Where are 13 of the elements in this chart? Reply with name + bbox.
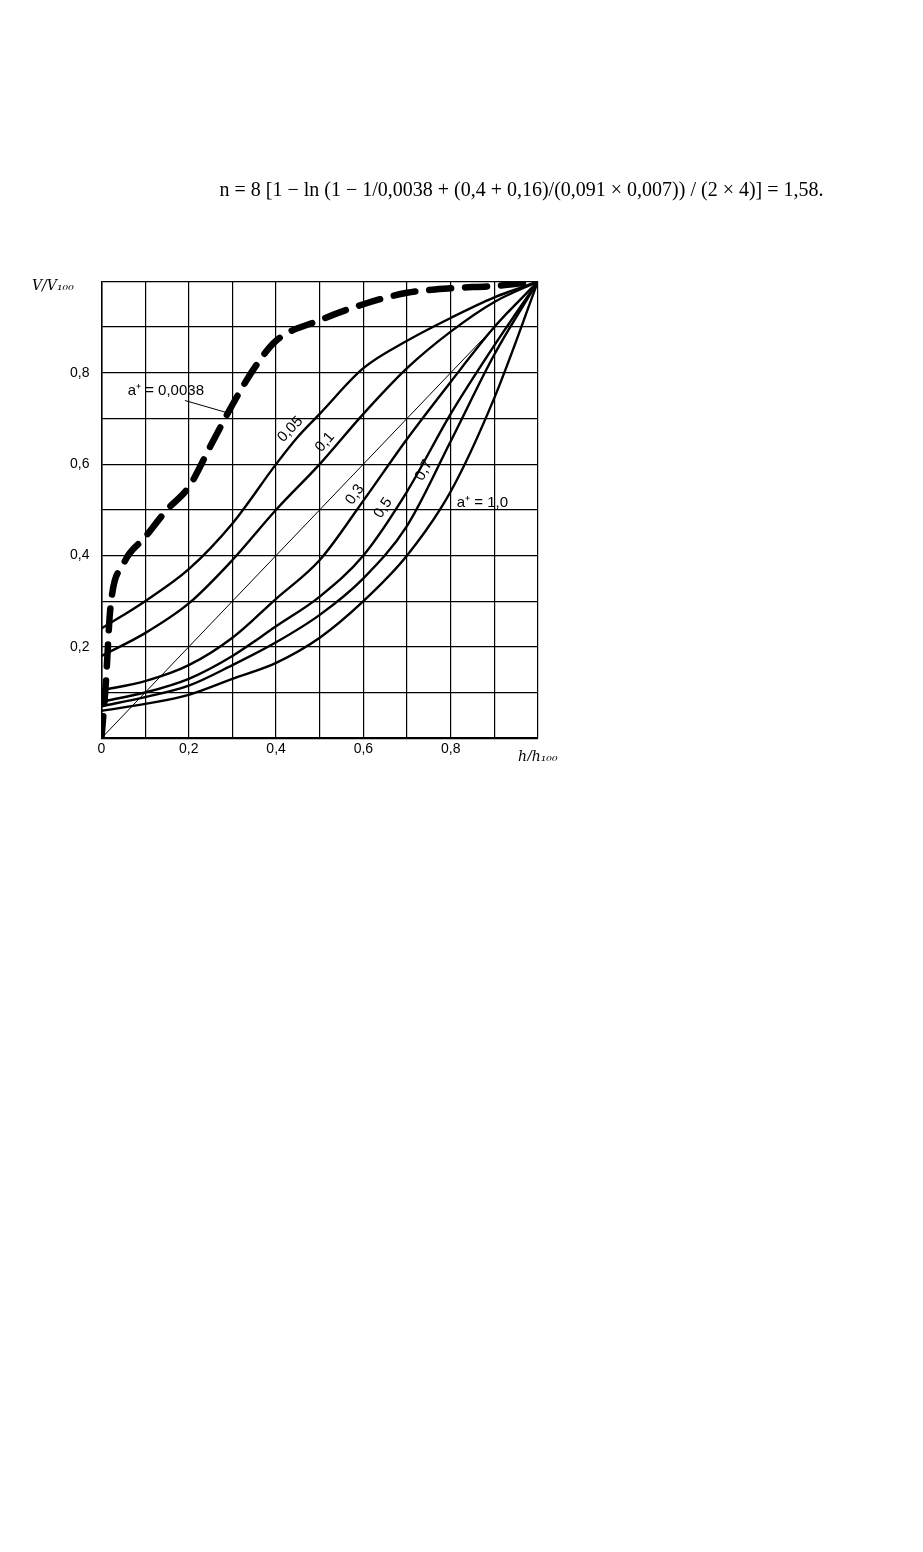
text: n = 8 [1 − ln (1 − 1/0,0038 + (0,4 + 0,16)/(0,091 × 0,007)) / (2 × 4)] = 1,58.	[218, 177, 825, 201]
y-tick-label: 0,8	[69, 363, 90, 380]
x-tick-label: 0	[97, 740, 106, 757]
text: 0,3	[340, 480, 367, 508]
y-axis-title: V/V₁₀₀	[32, 277, 75, 294]
text: 0,1	[310, 427, 338, 455]
x-tick-label: 0,6	[353, 740, 374, 757]
y-tick-label: 0,2	[69, 637, 90, 654]
x-tick-label: 0,2	[179, 740, 199, 757]
x-tick-label: 0,8	[440, 740, 461, 757]
x-tick-label: 0,4	[266, 740, 287, 757]
y-tick-label: 0,6	[69, 454, 90, 471]
y-tick-label: 0,4	[69, 546, 90, 563]
